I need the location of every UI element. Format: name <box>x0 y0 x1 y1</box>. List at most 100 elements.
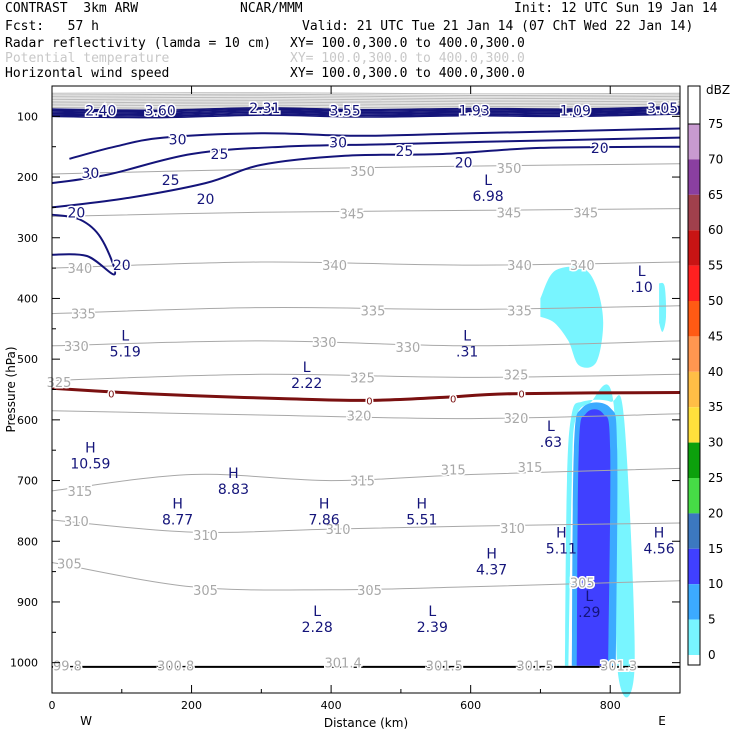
x-tick-label: 400 <box>321 699 342 712</box>
extremum-value: 8.77 <box>162 513 193 529</box>
colorbar-level-label: 30 <box>708 436 723 450</box>
colorbar-swatch-50 <box>688 301 700 337</box>
extremum-L-marker: L <box>313 604 321 620</box>
wind-label: 30 <box>329 135 347 151</box>
wind-label: 20 <box>591 141 609 157</box>
x-axis-title: Distance (km) <box>324 716 408 730</box>
extremum-L-marker: L <box>547 419 555 435</box>
colorbar-level-label: 45 <box>708 329 723 343</box>
colorbar-level-label: 25 <box>708 471 723 485</box>
theta-contour-350 <box>51 163 681 175</box>
wind-label: 30 <box>81 166 99 182</box>
colorbar-level-label: 15 <box>708 542 723 556</box>
x-tick-label: 200 <box>181 699 202 712</box>
extremum-value: 5.11 <box>546 541 577 557</box>
theta-label: 310 <box>500 522 525 537</box>
east-label: E <box>658 714 666 728</box>
colorbar-swatch-75 <box>688 124 700 160</box>
surface-theta-label: 301.5 <box>426 660 463 675</box>
theta-label: 330 <box>395 341 420 356</box>
theta-contour-340 <box>51 261 681 269</box>
colorbar-swatch-15 <box>688 548 700 585</box>
theta-label: 305 <box>193 584 218 599</box>
reflectivity-cell-5dbz <box>659 282 667 332</box>
theta-stratosphere-line <box>51 103 681 106</box>
wind-contour-25 <box>51 136 681 185</box>
extremum-value: 10.59 <box>70 456 110 472</box>
theta-stratosphere-line <box>51 96 681 100</box>
wind-contour-20 <box>51 213 117 276</box>
wind-jet-core-line <box>51 107 681 113</box>
theta-label: 345 <box>340 207 365 222</box>
field-theta: Potential temperature <box>5 51 170 66</box>
theta-label: 310 <box>326 523 351 538</box>
extremum-value: .31 <box>456 345 478 361</box>
reflectivity-cell-5dbz <box>540 266 604 368</box>
colorbar-level-label: 40 <box>708 365 723 379</box>
theta-contour-345 <box>51 208 681 217</box>
wind-contour-30 <box>69 127 681 160</box>
y-tick-label: 400 <box>17 292 38 305</box>
wind-jet-core-line <box>51 105 681 112</box>
theta-contour-325 <box>51 373 681 381</box>
extremum-L-marker: L <box>585 589 593 605</box>
jet-extremum-label: 2.40 <box>85 103 116 119</box>
theta-label: 320 <box>504 412 529 427</box>
extremum-L-marker: L <box>638 264 646 280</box>
wind-jet-core-line <box>51 111 681 117</box>
extremum-L-marker: L <box>303 360 311 376</box>
wind-label: 30 <box>169 132 187 148</box>
field-wind: Horizontal wind speed <box>5 66 170 81</box>
valid-time: Valid: 21 UTC Tue 21 Jan 14 (07 ChT Wed … <box>302 19 694 34</box>
extremum-H-marker: H <box>486 546 497 562</box>
wind-label: 20 <box>197 192 215 208</box>
jet-extremum-label: 1.09 <box>560 103 591 119</box>
extremum-H-marker: H <box>228 466 239 482</box>
theta-label: 335 <box>507 305 532 320</box>
theta-label: 320 <box>347 410 372 425</box>
freezing-level-line <box>51 386 681 402</box>
wind-jet-core-line <box>51 113 681 119</box>
x-tick-label: 600 <box>460 699 481 712</box>
y-tick-label: 900 <box>17 596 38 609</box>
theta-contour-335 <box>51 305 681 315</box>
colorbar-swatch-35 <box>688 407 700 443</box>
center-label: NCAR/MMM <box>240 1 303 16</box>
extremum-H-marker: H <box>654 525 665 541</box>
y-tick-label: 100 <box>17 110 38 123</box>
colorbar-swatch-10 <box>688 584 700 620</box>
extremum-value: .63 <box>540 435 562 451</box>
theta-label: 335 <box>361 305 386 320</box>
theta-stratosphere-line <box>51 101 681 104</box>
forecast-hour: Fcst: 57 h <box>5 19 99 34</box>
theta-stratosphere-line <box>51 98 681 101</box>
theta-label: 330 <box>312 336 337 351</box>
field-theta-xy: XY= 100.0,300.0 to 400.0,300.0 <box>290 51 525 66</box>
colorbar-level-label: 5 <box>708 613 716 627</box>
theta-label: 305 <box>57 558 82 573</box>
wind-label: 25 <box>162 173 180 189</box>
theta-label: 340 <box>507 259 532 274</box>
colorbar-level-label: 55 <box>708 259 723 273</box>
theta-stratosphere-line <box>51 106 681 109</box>
theta-label: 340 <box>67 262 92 277</box>
wind-contour-20 <box>51 145 681 209</box>
extremum-H-marker: H <box>85 440 96 456</box>
surface-theta-label: 301.3 <box>600 660 637 675</box>
colorbar-swatch-55 <box>688 265 700 301</box>
colorbar-swatch-5 <box>688 619 700 655</box>
y-tick-label: 1000 <box>10 657 38 670</box>
surface-theta-label: 300.8 <box>157 660 194 675</box>
extremum-value: 5.51 <box>406 513 437 529</box>
colorbar-level-label: 50 <box>708 294 723 308</box>
extremum-value: 6.98 <box>473 189 504 205</box>
y-tick-label: 300 <box>17 232 38 245</box>
theta-label: 330 <box>64 340 89 355</box>
extremum-H-marker: H <box>319 497 330 513</box>
theta-label: 345 <box>497 206 522 221</box>
colorbar-level-label: 70 <box>708 152 723 166</box>
colorbar-top-box <box>687 85 701 125</box>
model-title: CONTRAST 3km ARW <box>5 1 139 16</box>
extremum-L-marker: L <box>121 329 129 345</box>
y-tick-label: 600 <box>17 414 38 427</box>
